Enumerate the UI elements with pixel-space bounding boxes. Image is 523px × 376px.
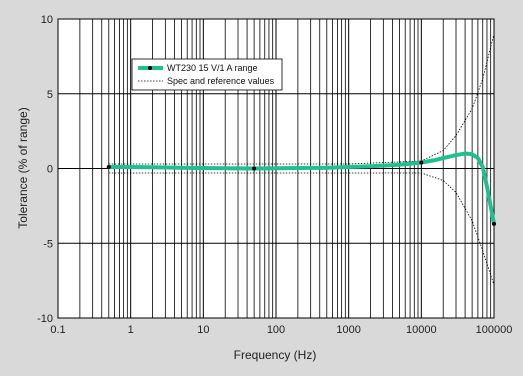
measured-point — [252, 166, 257, 171]
y-tick-label: -10 — [37, 313, 53, 325]
legend: WT230 15 V/1 A range Spec and reference … — [131, 58, 283, 91]
legend-box — [131, 58, 283, 91]
measured-point — [492, 221, 496, 226]
y-axis-title: Tolerance (% of range) — [16, 107, 30, 228]
y-tick-label: 0 — [47, 164, 53, 176]
y-tick-label: 10 — [41, 14, 53, 26]
x-tick-label: 10 — [197, 324, 209, 336]
y-tick-label: 5 — [47, 89, 53, 101]
legend-label-spec: Spec and reference values — [167, 76, 275, 86]
x-tick-label: 1 — [128, 324, 134, 336]
legend-marker-measured — [148, 66, 152, 70]
tick-labels: 0.1 1 10 100 1000 10000 100000 -10 -5 0 5 10 — [37, 14, 512, 336]
x-tick-label: 100 — [267, 324, 285, 336]
y-tick-label: -5 — [43, 238, 53, 250]
x-tick-label: 10000 — [406, 324, 437, 336]
x-axis-title: Frequency (Hz) — [234, 348, 317, 362]
x-tick-label: 0.1 — [50, 324, 65, 336]
measured-point — [106, 165, 111, 170]
series-layer — [106, 33, 496, 286]
measured-line — [106, 151, 496, 226]
measured-point — [419, 160, 424, 165]
x-tick-label: 100000 — [476, 324, 513, 336]
x-tick-label: 1000 — [336, 324, 360, 336]
legend-label-measured: WT230 15 V/1 A range — [167, 63, 258, 73]
spec-lower-line — [108, 172, 495, 286]
